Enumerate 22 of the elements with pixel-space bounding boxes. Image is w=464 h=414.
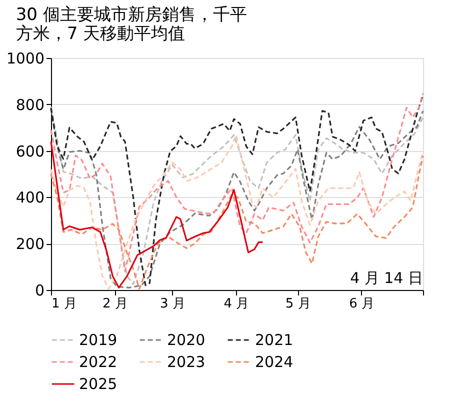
legend-label: 2019	[79, 331, 118, 349]
x-tick-label: 2 月	[102, 296, 128, 312]
legend-label: 2022	[79, 353, 118, 371]
x-tick-label: 5 月	[285, 296, 311, 312]
y-tick-label: 0	[34, 282, 44, 300]
chart-title: 30 個主要城市新房銷售，千平方米，7 天移動平均值	[16, 5, 247, 44]
legend-label: 2020	[167, 331, 206, 349]
line-series	[50, 140, 264, 288]
y-tick-label: 200	[16, 235, 44, 254]
legend-label: 2021	[255, 331, 294, 349]
x-tick-label: 6 月	[349, 296, 375, 312]
legend-label: 2024	[255, 353, 294, 371]
y-tick-label: 600	[16, 142, 44, 160]
x-tick-label: 4 月	[224, 296, 250, 312]
y-tick-label: 1000	[6, 50, 44, 68]
x-tick-label: 1 月	[52, 296, 77, 312]
legend-label: 2023	[167, 353, 206, 371]
legend-label: 2025	[79, 375, 118, 393]
y-tick-label: 800	[16, 96, 44, 114]
y-tick-label: 400	[16, 188, 44, 207]
x-tick-label: 3 月	[160, 296, 186, 312]
annotation: 4 月 14 日	[350, 269, 423, 287]
